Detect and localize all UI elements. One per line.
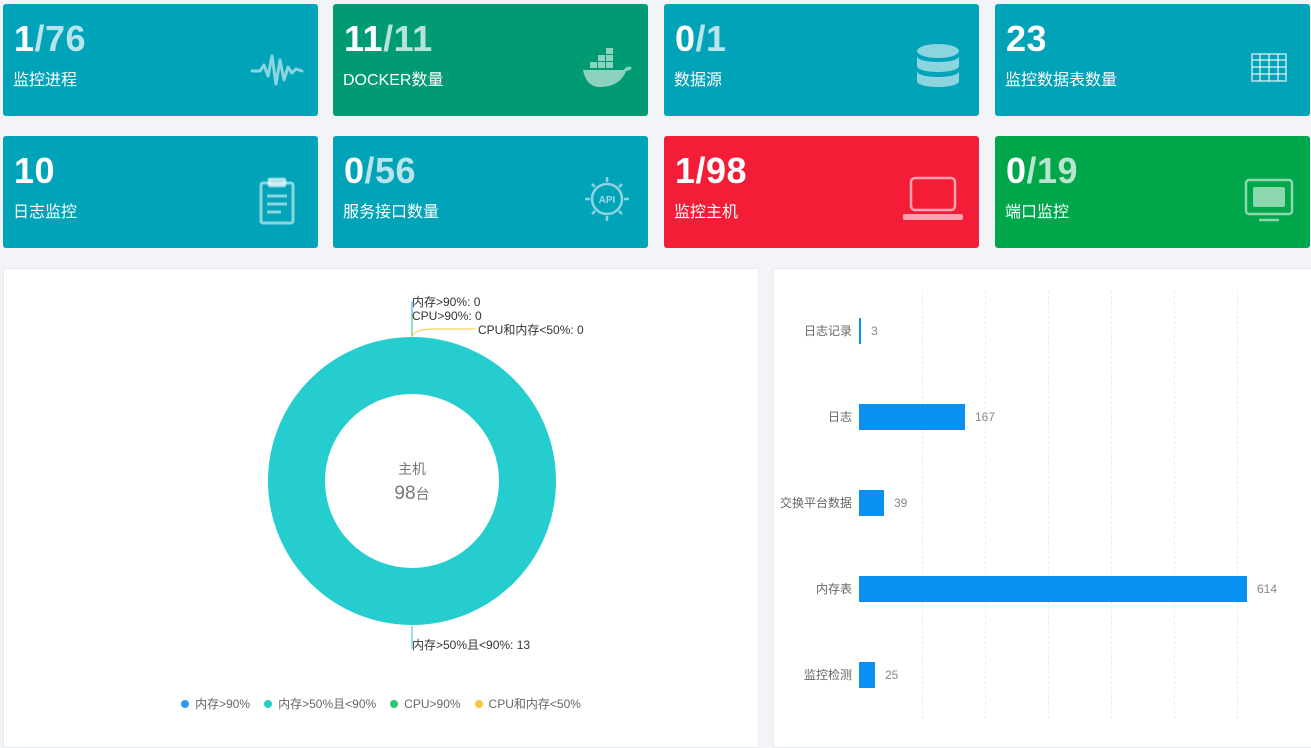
bar[interactable] bbox=[859, 576, 1247, 602]
card-label: 监控主机 bbox=[674, 204, 739, 221]
legend-item[interactable]: 内存>50%且<90% bbox=[264, 695, 376, 712]
card-label: 监控进程 bbox=[13, 72, 78, 89]
legend-dot-icon bbox=[264, 699, 273, 708]
card-service-api[interactable]: 0/56 服务接口数量 API bbox=[333, 136, 648, 248]
monitor-icon bbox=[1242, 174, 1296, 228]
card-value: 1/98 bbox=[675, 150, 748, 191]
card-label: 监控数据表数量 bbox=[1005, 72, 1118, 89]
bar[interactable] bbox=[859, 662, 875, 688]
bar[interactable] bbox=[859, 490, 884, 516]
table-icon bbox=[1242, 42, 1296, 96]
grid-line bbox=[1237, 291, 1238, 719]
bar-value-label: 167 bbox=[975, 410, 996, 424]
grid-line bbox=[1111, 291, 1112, 719]
clipboard-icon bbox=[250, 174, 304, 228]
docker-icon bbox=[580, 42, 634, 96]
host-donut-chart bbox=[268, 301, 556, 649]
bar-category-label: 日志 bbox=[827, 410, 852, 424]
card-datasource[interactable]: 0/1 数据源 bbox=[664, 4, 979, 116]
donut-label-cpu-high: CPU>90%: 0 bbox=[412, 309, 482, 323]
grid-line bbox=[922, 291, 923, 719]
card-monitor-process[interactable]: 1/76 监控进程 bbox=[3, 4, 318, 116]
host-donut-panel: 内存>90%: 0 CPU>90%: 0 CPU和内存<50%: 0 内存>50… bbox=[3, 268, 759, 748]
donut-center-value: 98台 bbox=[394, 483, 430, 504]
card-docker-count[interactable]: 11/11 DOCKER数量 bbox=[333, 4, 648, 116]
card-monitor-host[interactable]: 1/98 监控主机 bbox=[664, 136, 979, 248]
donut-slice-mem-mid[interactable] bbox=[268, 337, 556, 625]
card-label: 数据源 bbox=[674, 72, 723, 89]
card-value: 23 bbox=[1006, 18, 1048, 59]
api-icon: API bbox=[580, 174, 634, 228]
grid-line bbox=[985, 291, 986, 719]
legend-dot-icon bbox=[390, 699, 399, 708]
bar-category-label: 日志记录 bbox=[803, 324, 852, 338]
donut-legend: 内存>90% 内存>50%且<90% CPU>90% CPU和内存<50% bbox=[4, 695, 758, 712]
legend-item[interactable]: 内存>90% bbox=[181, 695, 250, 712]
bar-value-label: 614 bbox=[1257, 582, 1278, 596]
card-value: 10 bbox=[14, 150, 56, 191]
laptop-icon bbox=[901, 174, 965, 228]
bar-value-label: 39 bbox=[894, 496, 908, 510]
bar[interactable] bbox=[859, 318, 861, 344]
grid-line bbox=[1174, 291, 1175, 719]
bar[interactable] bbox=[859, 404, 965, 430]
card-value: 11/11 bbox=[344, 18, 433, 59]
donut-center-title: 主机 bbox=[398, 461, 426, 477]
pulse-icon bbox=[250, 42, 304, 96]
bar-chart-panel: 日志记录 日志 交换平台数据 内存表 监控检测 3 167 39 614 25 bbox=[773, 268, 1311, 748]
card-label: 服务接口数量 bbox=[343, 204, 440, 221]
legend-item[interactable]: CPU>90% bbox=[390, 695, 461, 712]
svg-text:API: API bbox=[599, 195, 616, 206]
bar-category-label: 监控检测 bbox=[803, 668, 852, 682]
donut-label-mem-mid: 内存>50%且<90%: 13 bbox=[412, 638, 531, 652]
legend-item[interactable]: CPU和内存<50% bbox=[474, 695, 581, 712]
card-port-monitor[interactable]: 0/19 端口监控 bbox=[995, 136, 1310, 248]
card-label: DOCKER数量 bbox=[343, 72, 444, 89]
card-label: 端口监控 bbox=[1005, 204, 1070, 221]
card-label: 日志监控 bbox=[13, 204, 78, 221]
card-value: 1/76 bbox=[14, 18, 87, 59]
card-value: 0/1 bbox=[675, 18, 727, 59]
card-value: 0/56 bbox=[344, 150, 417, 191]
bar-category-label: 交换平台数据 bbox=[779, 496, 852, 510]
card-table-count[interactable]: 23 监控数据表数量 bbox=[995, 4, 1310, 116]
bar-value-label: 25 bbox=[885, 668, 899, 682]
donut-label-cpu-mem-low: CPU和内存<50%: 0 bbox=[478, 323, 584, 337]
bar-category-label: 内存表 bbox=[815, 582, 852, 596]
bar-value-label: 3 bbox=[871, 324, 878, 338]
leader-line-cpu-mem-low bbox=[411, 328, 476, 338]
card-value: 0/19 bbox=[1006, 150, 1079, 191]
donut-label-mem-high: 内存>90%: 0 bbox=[412, 295, 481, 309]
grid-line bbox=[1048, 291, 1049, 719]
legend-dot-icon bbox=[474, 699, 483, 708]
card-log-monitor[interactable]: 10 日志监控 bbox=[3, 136, 318, 248]
legend-dot-icon bbox=[181, 699, 190, 708]
database-icon bbox=[911, 42, 965, 96]
